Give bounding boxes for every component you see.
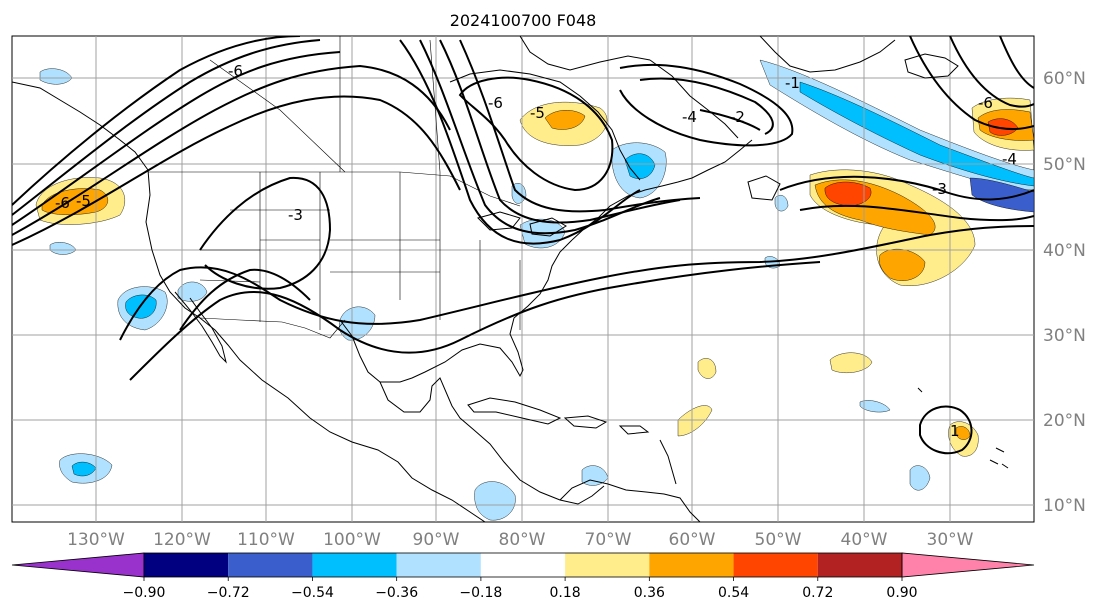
- anomaly-region: [969, 177, 1034, 213]
- anomaly-region: [474, 481, 516, 521]
- map-panel: -6 -6 -5 -3 -6 -5 -4 -2 -1 -3 -6 -4 1 13…: [11, 35, 1086, 550]
- anomaly-region: [697, 358, 717, 379]
- longitude-label: 90°W: [413, 530, 460, 550]
- contour-label: -5: [76, 192, 91, 210]
- colorbar-segment: [228, 553, 313, 577]
- colorbar-tick-label: −0.18: [459, 585, 502, 601]
- map-title: 2024100700 F048: [450, 11, 597, 30]
- contour-label: -3: [288, 206, 303, 224]
- contour-label: -4: [1002, 150, 1017, 168]
- colorbar: −0.90 −0.72 −0.54 −0.36 −0.18 0.18 0.36 0.54 0.7…: [11, 552, 1035, 601]
- anomaly-region: [829, 352, 873, 373]
- colorbar-outline: [143, 552, 903, 578]
- longitude-label: 50°W: [755, 530, 802, 550]
- longitude-label: 40°W: [841, 530, 888, 550]
- contour-label: -1: [785, 74, 800, 92]
- anomaly-region: [955, 426, 971, 440]
- longitude-label: 130°W: [67, 530, 125, 550]
- contour-label: -6: [488, 94, 503, 112]
- colorbar-segment: [565, 553, 650, 577]
- longitude-label: 110°W: [237, 530, 295, 550]
- colorbar-extend-high: [901, 552, 1035, 578]
- colorbar-segment: [733, 553, 818, 577]
- colorbar-tick-label: 0.54: [718, 585, 749, 601]
- colorbar-extend-low: [11, 552, 145, 578]
- contour-labels: -6 -6 -5 -3 -6 -5 -4 -2 -1 -3 -6 -4 1: [55, 62, 1017, 440]
- colorbar-segment: [649, 553, 734, 577]
- colorbar-segment: [312, 553, 397, 577]
- latitude-label: 30°N: [1043, 326, 1086, 346]
- contour-label: 1: [950, 422, 960, 440]
- latitude-label: 40°N: [1043, 241, 1086, 261]
- colorbar-tick-label: 0.72: [802, 585, 833, 601]
- colorbar-tick-label: −0.90: [123, 585, 166, 601]
- longitude-label: 60°W: [669, 530, 716, 550]
- contour-label: -4: [682, 108, 697, 126]
- colorbar-segment: [817, 553, 902, 577]
- colorbar-tick-label: 0.90: [886, 585, 917, 601]
- latitude-label: 10°N: [1043, 496, 1086, 516]
- anomaly-region: [799, 81, 1034, 187]
- colorbar-tick-label: −0.54: [291, 585, 334, 601]
- contour-label: -5: [530, 104, 545, 122]
- longitude-labels: 130°W 120°W 110°W 100°W 90°W 80°W 70°W 60°W 50°W…: [67, 530, 974, 550]
- colorbar-tick-label: 0.18: [550, 585, 581, 601]
- colorbar-tick-label: −0.36: [375, 585, 418, 601]
- anomaly-region: [677, 405, 713, 437]
- anomaly-region: [624, 153, 656, 179]
- colorbar-tick-label: −0.72: [207, 585, 250, 601]
- contour-label: -2: [730, 108, 745, 126]
- colorbar-segment: [144, 553, 229, 577]
- contour-label: -6: [228, 62, 243, 80]
- latitude-labels: 60°N 50°N 40°N 30°N 20°N 10°N: [1043, 69, 1086, 516]
- coastlines: [12, 36, 1009, 522]
- anomaly-region: [824, 181, 872, 207]
- colorbar-segment: [396, 553, 481, 577]
- latitude-label: 60°N: [1043, 69, 1086, 89]
- anomaly-shading: [35, 59, 1034, 521]
- colorbar-segment: [480, 553, 566, 577]
- anomaly-region: [544, 110, 586, 130]
- colorbar-tick-label: 0.36: [634, 585, 665, 601]
- longitude-label: 30°W: [927, 530, 974, 550]
- contour-label: -6: [978, 94, 993, 112]
- latitude-label: 50°N: [1043, 155, 1086, 175]
- latitude-label: 20°N: [1043, 411, 1086, 431]
- longitude-label: 80°W: [499, 530, 546, 550]
- longitude-label: 100°W: [323, 530, 381, 550]
- contour-label: -6: [55, 194, 70, 212]
- height-contours: [12, 36, 1034, 455]
- anomaly-region: [909, 465, 931, 491]
- contour-label: -3: [932, 180, 947, 198]
- longitude-label: 120°W: [153, 530, 211, 550]
- longitude-label: 70°W: [585, 530, 632, 550]
- anomaly-region: [177, 281, 208, 302]
